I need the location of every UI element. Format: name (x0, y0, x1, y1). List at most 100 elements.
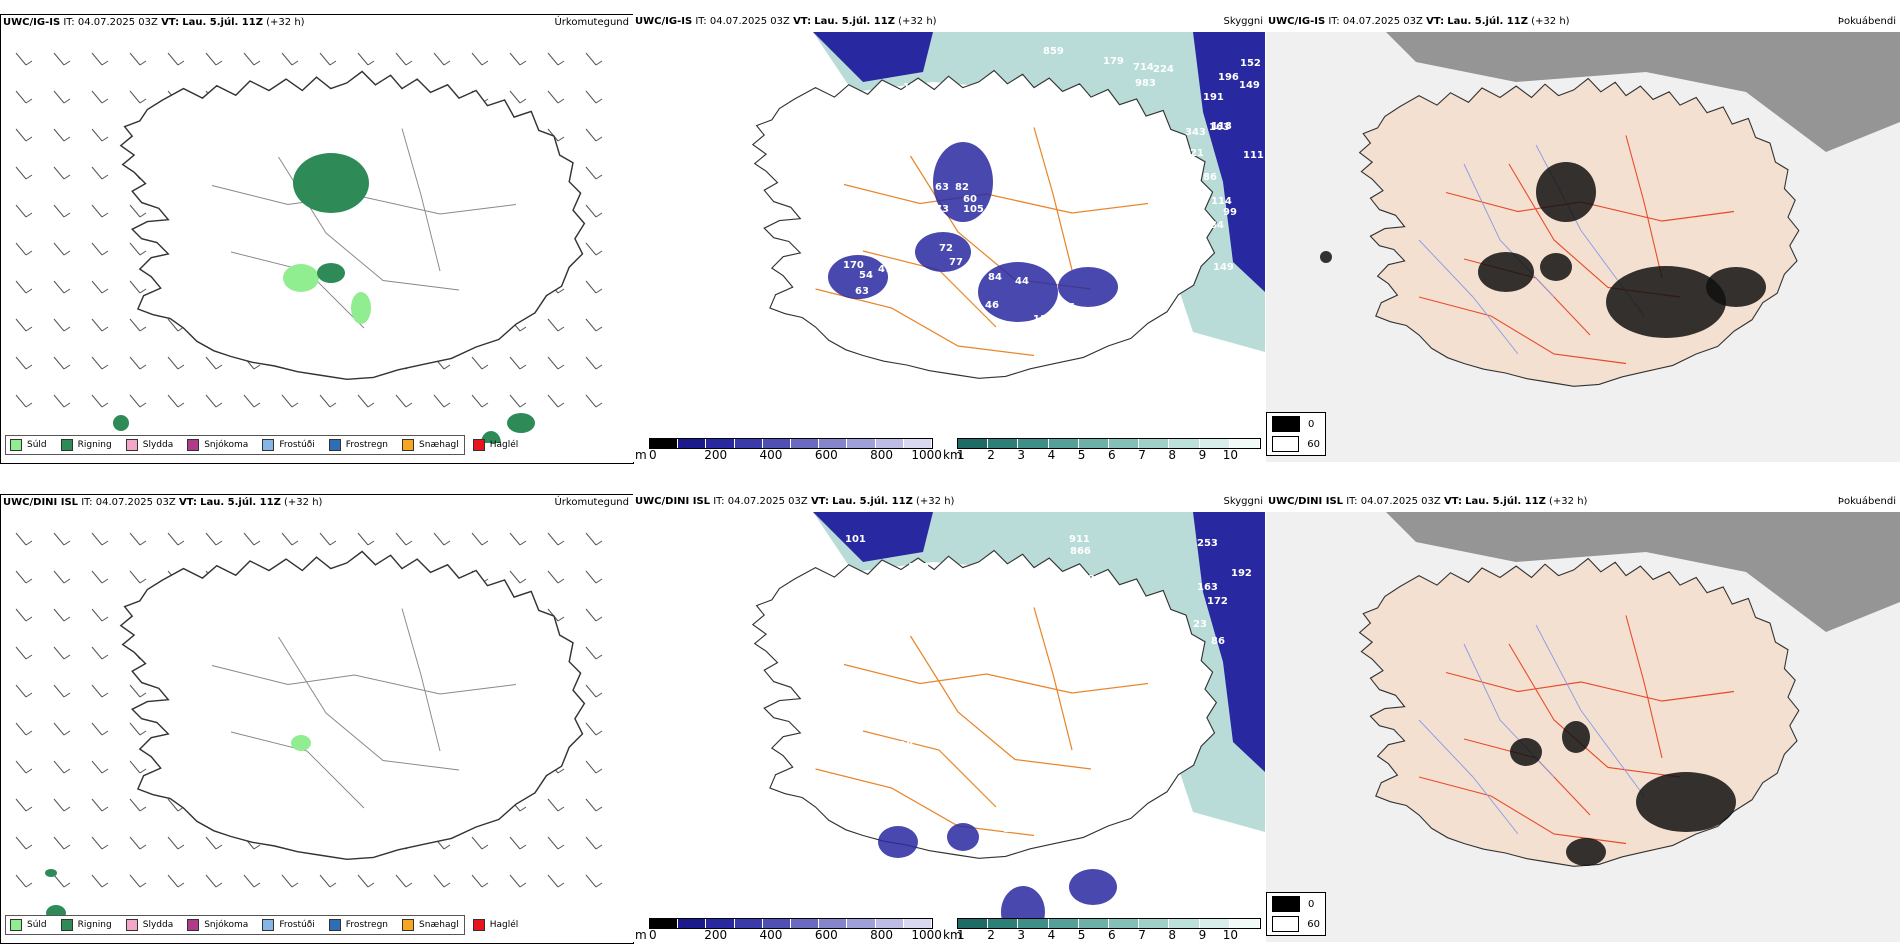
fog-area (1706, 267, 1766, 307)
colorbar-step (1109, 919, 1140, 928)
panel-header: UWC/IG-IS IT: 04.07.2025 03Z VT: Lau. 5.… (3, 15, 305, 31)
colorbar-step (1048, 439, 1079, 448)
precip-legend: Súld Rigning Slydda Snjókoma Frostúði Frostre… (5, 435, 518, 455)
cloudbase-value: 163 (1197, 582, 1218, 593)
vt-value: Lau. 5.júl. 11Z (1447, 16, 1528, 27)
cloudbase-value: 191 (1203, 92, 1224, 103)
legend-swatch (262, 919, 275, 931)
colorbar-tick: 7 (1138, 448, 1146, 462)
cloudbase-value: 153 (903, 82, 924, 93)
panel-title: Þokuábendi (1837, 496, 1896, 507)
colorbar-step (903, 439, 933, 448)
iceland-outline (751, 69, 1218, 379)
low-cloud-area (878, 826, 918, 858)
legend-label: Súld (27, 920, 47, 930)
fog-area (1478, 252, 1534, 292)
colorbar-unit: km (943, 448, 962, 462)
legend-swatch (328, 919, 341, 931)
cloudbase-value: 321 (1081, 574, 1102, 585)
cloudbase-colorbar: m 0 200 400 600 800 1000 (635, 918, 942, 942)
colorbar-tick: 800 (870, 448, 893, 462)
legend-swatch (60, 439, 73, 451)
fog-legend-label: 0 (1308, 898, 1315, 910)
colorbar-step (650, 439, 679, 448)
colorbar-step (791, 919, 820, 928)
colorbar-tick: 10 (1222, 448, 1239, 462)
cloudbase-value: 86 (1211, 636, 1225, 647)
colorbar-step (847, 439, 876, 448)
legend-entry: Slydda (125, 919, 173, 931)
precip-area (113, 415, 129, 431)
cloudbase-value: 105 (963, 204, 984, 215)
visibility-colorbar: km 1 2 3 4 5 6 7 8 9 10 (943, 918, 1263, 942)
low-cloud-area (1058, 267, 1118, 307)
fog-area (1320, 251, 1332, 263)
fog-area (1386, 32, 1900, 152)
cloudbase-value: 118 (1211, 121, 1232, 132)
legend-label: Snjókoma (204, 440, 249, 450)
colorbar-step (1229, 919, 1261, 928)
visibility-area (813, 32, 1265, 352)
precip-area (317, 263, 345, 283)
cloudbase-value: 176 (1045, 812, 1066, 823)
panel-title: Úrkomutegund (554, 17, 629, 28)
panel-header: UWC/DINI ISL IT: 04.07.2025 03Z VT: Lau.… (635, 494, 954, 510)
legend-label: Frostúði (279, 920, 315, 930)
cloudbase-value: 72 (939, 243, 953, 254)
legend-swatch (472, 919, 485, 931)
it-value: 04.07.2025 03Z (1342, 16, 1423, 27)
fog-map (1266, 32, 1900, 462)
legend-swatch (125, 439, 138, 451)
cloudbase-value: 82 (955, 182, 969, 193)
colorbar-tick: 400 (759, 448, 783, 462)
cloudbase-value: 111 (1243, 150, 1264, 161)
legend-entry: Frostúði (262, 919, 315, 931)
it-value: 04.07.2025 03Z (709, 16, 790, 27)
model-name: UWC/DINI ISL (1268, 496, 1344, 507)
cloudbase-value: 714 (1133, 62, 1154, 73)
colorbar-tick: 0 (649, 448, 657, 462)
cloudbase-value: 172 (1207, 596, 1228, 607)
cloudbase-value: 103 (803, 54, 824, 65)
fog-area (1536, 162, 1596, 222)
panel-header: UWC/IG-IS IT: 04.07.2025 03Z VT: Lau. 5.… (1268, 14, 1570, 30)
colorbar-tick: 600 (814, 928, 838, 942)
colorbar-step (1139, 439, 1170, 448)
panel-title: Úrkomutegund (554, 497, 629, 508)
fog-legend-swatch (1272, 436, 1300, 452)
colorbar-step (1199, 919, 1230, 928)
colorbar-step (1018, 919, 1049, 928)
colorbar-tick: 9 (1198, 928, 1207, 942)
fog-legend: 0 60 (1266, 892, 1326, 936)
colorbar-step (762, 439, 792, 448)
cloudbase-value: 911 (1069, 534, 1090, 545)
vt-label: VT: (178, 497, 197, 508)
lead-time: (+32 h) (266, 17, 305, 28)
legend-entry: Snæhagl (402, 919, 459, 931)
colorbar-tick: 600 (814, 448, 838, 462)
model-name: UWC/IG-IS (1268, 16, 1326, 27)
precip-panel-row1: UWC/IG-IS IT: 04.07.2025 03Z VT: Lau. 5.… (0, 14, 634, 464)
colorbar-step (1018, 439, 1049, 448)
fog-legend-entry: 0 (1272, 415, 1320, 433)
cloudbase-value: 108 (961, 224, 982, 235)
cloudbase-value: 20 (725, 256, 739, 267)
cloudbase-value: 149 (1213, 262, 1234, 273)
cloudbase-value: 114 (1211, 196, 1232, 207)
colorbar-unit: m (635, 448, 647, 462)
colorbar-tick: 4 (1047, 928, 1056, 942)
colorbar-step (958, 919, 989, 928)
cloudbase-value: 90 (899, 740, 913, 751)
legend-entry: Haglél (472, 439, 518, 451)
colorbar-step (650, 919, 679, 928)
cloudbase-value: 163 (901, 578, 922, 589)
colorbar-strip (649, 438, 933, 449)
legend-swatch (60, 919, 73, 931)
colorbar-step (762, 919, 792, 928)
colorbar-tick: 6 (1108, 448, 1116, 462)
precip-area (507, 413, 535, 433)
fog-legend-swatch (1272, 416, 1300, 432)
legend-label: Súld (27, 440, 47, 450)
legend-entry: Slydda (125, 439, 173, 451)
